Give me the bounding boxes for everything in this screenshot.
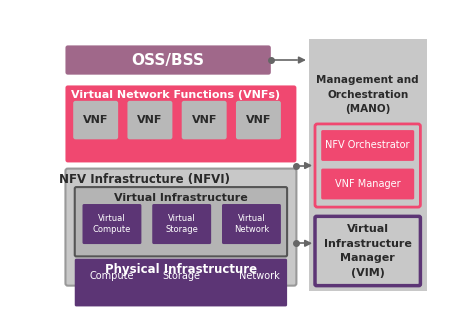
FancyBboxPatch shape — [65, 85, 296, 163]
FancyBboxPatch shape — [128, 101, 173, 139]
FancyBboxPatch shape — [82, 204, 141, 244]
Text: VNF Manager: VNF Manager — [335, 179, 401, 189]
FancyBboxPatch shape — [73, 101, 118, 139]
Text: Network: Network — [239, 271, 280, 281]
FancyBboxPatch shape — [65, 169, 296, 286]
FancyBboxPatch shape — [236, 101, 281, 139]
Text: VNF: VNF — [83, 115, 109, 125]
Text: Virtual
Network: Virtual Network — [234, 214, 269, 234]
Text: Management and
Orchestration
(MANO): Management and Orchestration (MANO) — [316, 75, 419, 114]
Text: Compute: Compute — [90, 271, 134, 281]
Text: OSS/BSS: OSS/BSS — [131, 53, 204, 68]
Text: VNF: VNF — [137, 115, 163, 125]
Text: VNF: VNF — [246, 115, 271, 125]
Text: Virtual
Storage: Virtual Storage — [165, 214, 198, 234]
FancyBboxPatch shape — [75, 187, 287, 256]
FancyBboxPatch shape — [75, 259, 287, 306]
FancyBboxPatch shape — [309, 39, 427, 291]
Text: Physical Infrastructure: Physical Infrastructure — [105, 263, 257, 276]
Text: Virtual
Infrastructure
Manager
(VIM): Virtual Infrastructure Manager (VIM) — [324, 224, 411, 278]
Text: NFV Infrastructure (NFVI): NFV Infrastructure (NFVI) — [59, 173, 230, 186]
Text: Storage: Storage — [162, 271, 200, 281]
Text: VNF: VNF — [191, 115, 217, 125]
Text: NFV Orchestrator: NFV Orchestrator — [326, 141, 410, 150]
Text: Virtual Network Functions (VNFs): Virtual Network Functions (VNFs) — [71, 90, 280, 100]
FancyBboxPatch shape — [222, 204, 281, 244]
Text: Virtual
Compute: Virtual Compute — [93, 214, 131, 234]
FancyBboxPatch shape — [182, 101, 227, 139]
Text: Virtual Infrastructure: Virtual Infrastructure — [114, 193, 248, 203]
FancyBboxPatch shape — [152, 204, 211, 244]
FancyBboxPatch shape — [321, 169, 414, 199]
FancyBboxPatch shape — [315, 216, 420, 286]
FancyBboxPatch shape — [321, 130, 414, 161]
FancyBboxPatch shape — [65, 45, 271, 75]
